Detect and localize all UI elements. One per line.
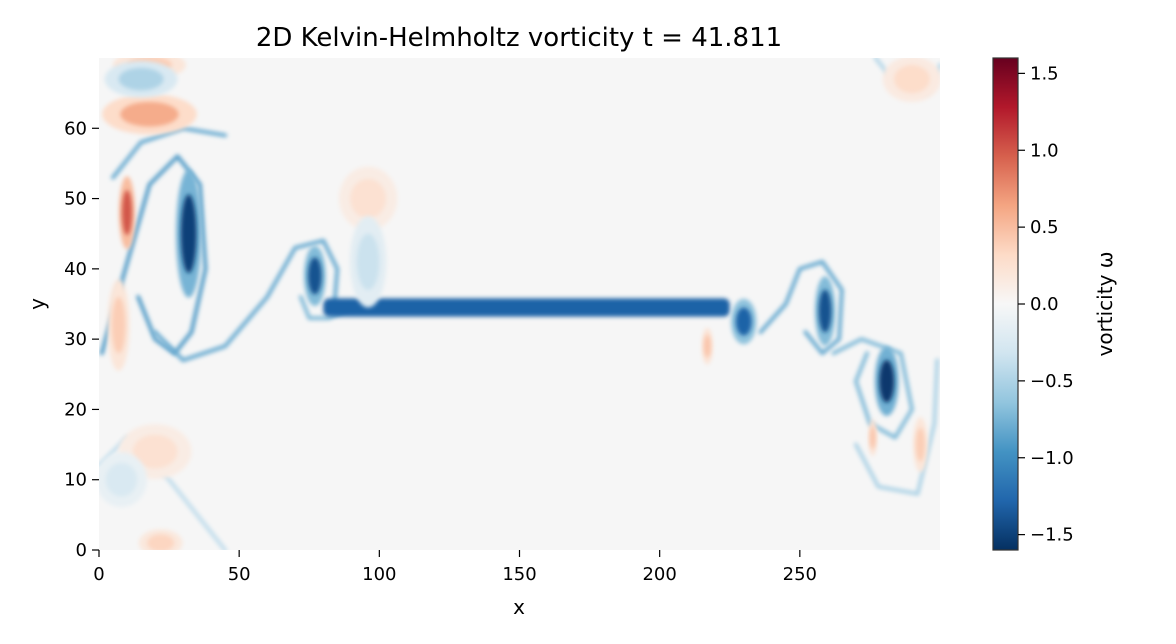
- colorbar-tick-label: 0.0: [1030, 294, 1059, 315]
- positive-bottom: [138, 529, 183, 550]
- colorbar-tick-label: 1.5: [1030, 63, 1059, 84]
- x-axis: 0 50 100 150 200 250: [93, 550, 817, 585]
- y-axis: 0 10 20 30 40 50 60: [64, 118, 99, 561]
- vortex-d: [814, 276, 836, 346]
- x-tick-label: 200: [642, 564, 676, 585]
- positive-patch-mid: [338, 166, 398, 231]
- colorbar-ticks: 1.5 1.0 0.5 0.0 −0.5 −1.0 −1.5: [1018, 63, 1074, 546]
- filament-s-curve: [153, 238, 340, 363]
- filament-lower-left: [99, 435, 228, 550]
- y-tick-label: 40: [64, 259, 87, 280]
- vortex-a: [175, 169, 202, 298]
- y-tick-label: 20: [64, 399, 87, 420]
- filament-tail-e: [853, 358, 940, 496]
- positive-blob-left: [119, 176, 136, 250]
- x-axis-label: x: [513, 595, 525, 619]
- vortex-b: [303, 245, 326, 307]
- positive-left-mid: [107, 279, 130, 371]
- y-tick-label: 10: [64, 470, 87, 491]
- colorbar-tick-label: −1.5: [1030, 525, 1074, 546]
- negative-diag-mid: [349, 216, 387, 308]
- filament-spiral-d: [758, 259, 844, 356]
- x-tick-label: 50: [228, 564, 251, 585]
- positive-small-right: [701, 327, 713, 365]
- colorbar-tick-label: 0.5: [1030, 217, 1059, 238]
- positive-top-right: [882, 58, 940, 102]
- y-tick-label: 30: [64, 329, 87, 350]
- colorbar-tick-label: −1.0: [1030, 448, 1074, 469]
- y-tick-label: 50: [64, 189, 87, 210]
- filament-spiral-a: [99, 154, 208, 356]
- positive-band-top-left: [102, 94, 197, 135]
- vorticity-field: [99, 58, 940, 550]
- shear-layer-band: [323, 298, 730, 317]
- colorbar-label: vorticity ω: [1093, 251, 1117, 356]
- colorbar: [992, 57, 1019, 551]
- x-tick-label: 0: [93, 564, 104, 585]
- y-tick-label: 0: [76, 540, 87, 561]
- negative-top-left: [104, 60, 178, 98]
- vortex-e: [874, 346, 899, 417]
- filament-spiral-e: [831, 337, 914, 440]
- positive-far-right-low: [913, 417, 928, 472]
- y-axis-label: y: [25, 298, 49, 310]
- colorbar-tick-label: 1.0: [1030, 140, 1059, 161]
- filament-arm-a: [111, 126, 228, 180]
- chart-title: 2D Kelvin-Helmholtz vorticity t = 41.811: [256, 23, 782, 53]
- negative-left-low: [99, 452, 147, 508]
- y-tick-label: 60: [64, 118, 87, 139]
- x-tick-label: 100: [362, 564, 396, 585]
- positive-small-far-right: [868, 419, 878, 456]
- colorbar-tick-label: −0.5: [1030, 371, 1074, 392]
- x-tick-label: 150: [502, 564, 536, 585]
- vortex-c: [731, 298, 757, 345]
- x-tick-label: 250: [783, 564, 817, 585]
